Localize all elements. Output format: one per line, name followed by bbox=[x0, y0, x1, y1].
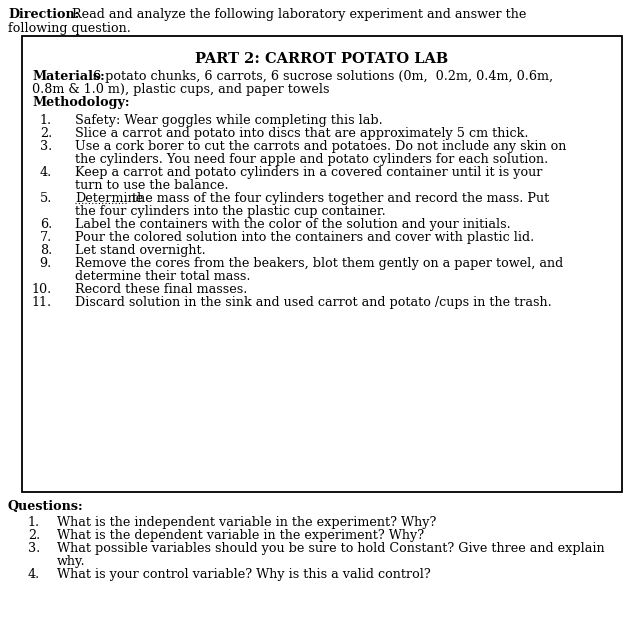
Text: Materials:: Materials: bbox=[32, 70, 105, 83]
Text: turn to use the balance.: turn to use the balance. bbox=[75, 179, 229, 192]
Text: Use a cork borer to cut the carrots and potatoes. Do not include any skin on: Use a cork borer to cut the carrots and … bbox=[75, 140, 566, 153]
Text: 5.: 5. bbox=[40, 192, 52, 205]
Text: Determine: Determine bbox=[75, 192, 143, 205]
Text: following question.: following question. bbox=[8, 22, 131, 35]
Text: 2.: 2. bbox=[40, 127, 52, 140]
Text: What is the dependent variable in the experiment? Why?: What is the dependent variable in the ex… bbox=[57, 529, 424, 542]
Text: Remove the cores from the beakers, blot them gently on a paper towel, and: Remove the cores from the beakers, blot … bbox=[75, 257, 563, 270]
Text: Record these final masses.: Record these final masses. bbox=[75, 283, 248, 296]
Text: 1.: 1. bbox=[28, 516, 40, 529]
Text: Read and analyze the following laboratory experiment and answer the: Read and analyze the following laborator… bbox=[72, 8, 527, 21]
Text: the cylinders. You need four apple and potato cylinders for each solution.: the cylinders. You need four apple and p… bbox=[75, 153, 548, 166]
Text: why.: why. bbox=[57, 555, 86, 568]
Text: What is your control variable? Why is this a valid control?: What is your control variable? Why is th… bbox=[57, 568, 431, 581]
Text: 10.: 10. bbox=[32, 283, 52, 296]
Text: 3.: 3. bbox=[40, 140, 52, 153]
Text: 4.: 4. bbox=[28, 568, 40, 581]
Text: PART 2: CARROT POTATO LAB: PART 2: CARROT POTATO LAB bbox=[195, 52, 449, 66]
Text: What possible variables should you be sure to hold Constant? Give three and expl: What possible variables should you be su… bbox=[57, 542, 604, 555]
Text: Methodology:: Methodology: bbox=[32, 96, 129, 109]
Text: Direction:: Direction: bbox=[8, 8, 79, 21]
Text: Keep a carrot and potato cylinders in a covered container until it is your: Keep a carrot and potato cylinders in a … bbox=[75, 166, 543, 179]
Text: the four cylinders into the plastic cup container.: the four cylinders into the plastic cup … bbox=[75, 205, 386, 218]
Text: Label the containers with the color of the solution and your initials.: Label the containers with the color of t… bbox=[75, 218, 511, 231]
Text: 7.: 7. bbox=[40, 231, 52, 244]
Text: 0.8m & 1.0 m), plastic cups, and paper towels: 0.8m & 1.0 m), plastic cups, and paper t… bbox=[32, 83, 329, 96]
Text: 3.: 3. bbox=[28, 542, 40, 555]
Text: 6.: 6. bbox=[40, 218, 52, 231]
Text: Safety: Wear goggles while completing this lab.: Safety: Wear goggles while completing th… bbox=[75, 114, 383, 127]
Text: Discard solution in the sink and used carrot and potato /cups in the trash.: Discard solution in the sink and used ca… bbox=[75, 296, 552, 309]
Bar bbox=[22, 36, 622, 492]
Text: 2.: 2. bbox=[28, 529, 40, 542]
Text: 9.: 9. bbox=[40, 257, 52, 270]
Text: 6 potato chunks, 6 carrots, 6 sucrose solutions (0m,  0.2m, 0.4m, 0.6m,: 6 potato chunks, 6 carrots, 6 sucrose so… bbox=[93, 70, 553, 83]
Text: 11.: 11. bbox=[32, 296, 52, 309]
Text: 4.: 4. bbox=[40, 166, 52, 179]
Text: 1.: 1. bbox=[40, 114, 52, 127]
Text: Slice a carrot and potato into discs that are approximately 5 cm thick.: Slice a carrot and potato into discs tha… bbox=[75, 127, 529, 140]
Text: 8.: 8. bbox=[40, 244, 52, 257]
Text: What is the independent variable in the experiment? Why?: What is the independent variable in the … bbox=[57, 516, 437, 529]
Text: determine their total mass.: determine their total mass. bbox=[75, 270, 251, 283]
Text: the mass of the four cylinders together and record the mass. Put: the mass of the four cylinders together … bbox=[128, 192, 549, 205]
Text: Let stand overnight.: Let stand overnight. bbox=[75, 244, 206, 257]
Text: Questions:: Questions: bbox=[8, 500, 84, 513]
Text: Pour the colored solution into the containers and cover with plastic lid.: Pour the colored solution into the conta… bbox=[75, 231, 534, 244]
